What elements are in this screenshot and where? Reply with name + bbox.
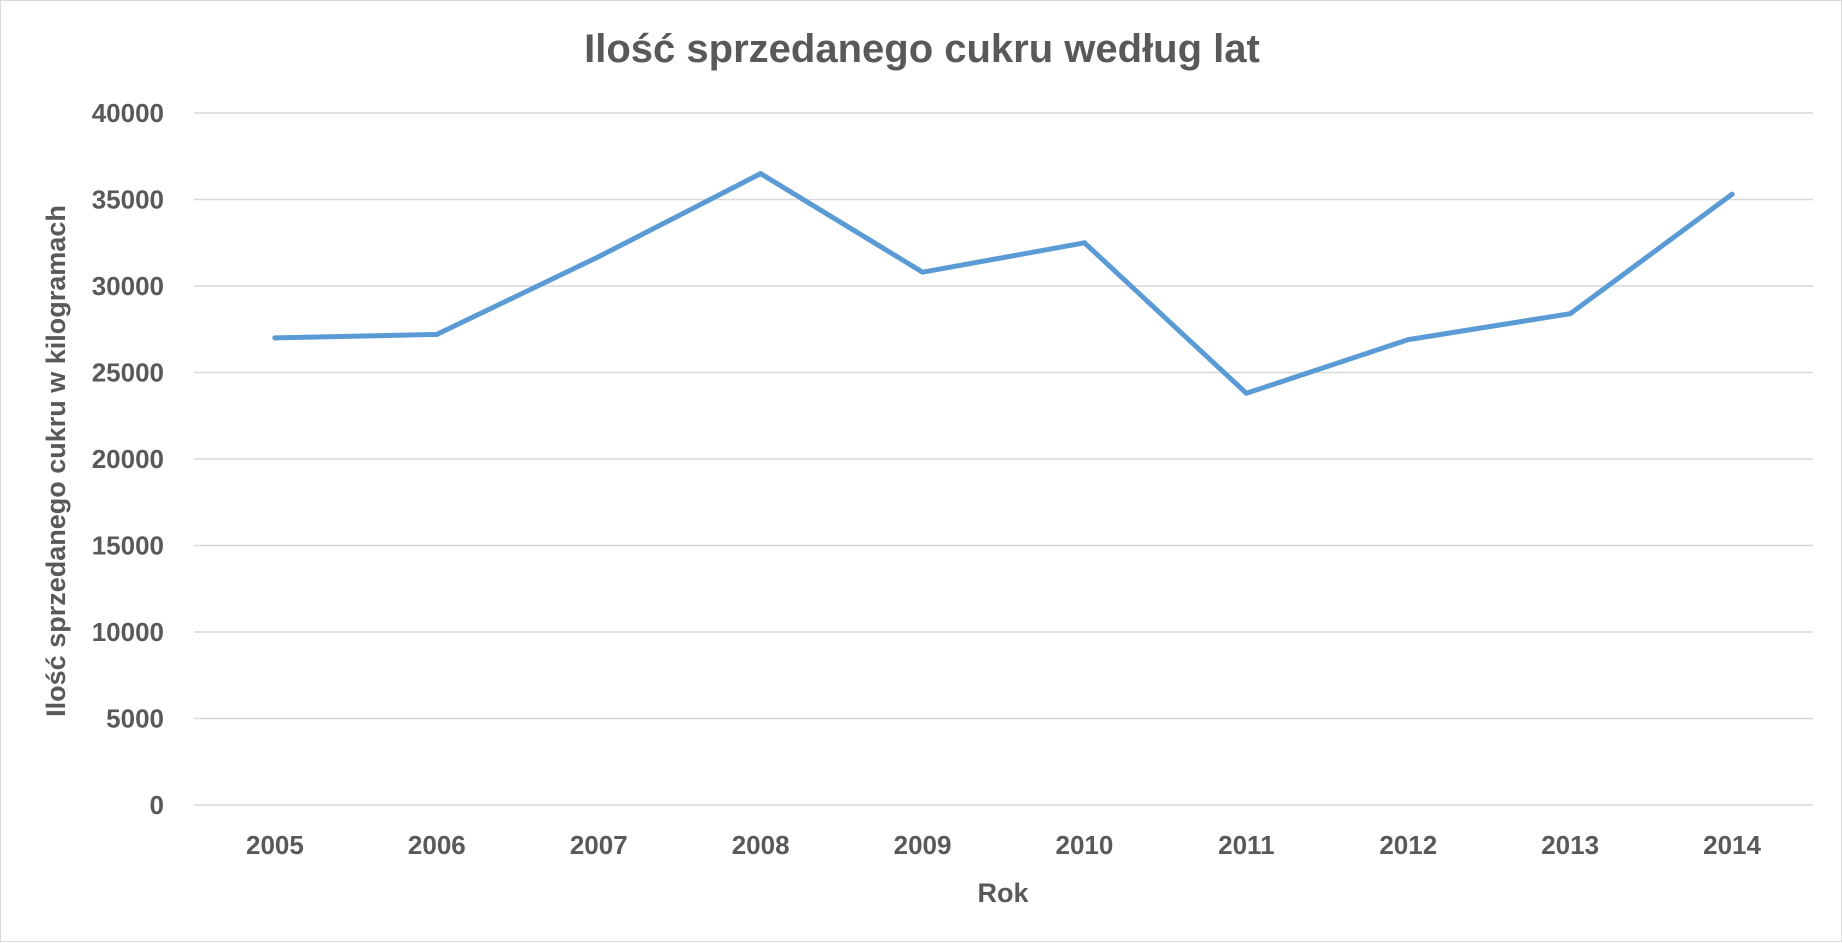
data-point (758, 171, 764, 177)
y-tick-label: 20000 (92, 444, 164, 474)
y-tick-label: 35000 (92, 185, 164, 215)
y-tick-label: 5000 (106, 704, 164, 734)
data-point (596, 254, 602, 260)
data-point (1243, 390, 1249, 396)
x-tick-label: 2010 (1056, 830, 1114, 860)
data-point (434, 331, 440, 337)
x-axis-tick-labels: 2005 2006 2007 2008 2009 2010 2011 2012 2013 2014 (246, 830, 1761, 860)
x-tick-label: 2005 (246, 830, 304, 860)
y-tick-label: 30000 (92, 271, 164, 301)
y-tick-label: 40000 (92, 98, 164, 128)
data-point (920, 269, 926, 275)
x-tick-label: 2009 (894, 830, 952, 860)
data-point (272, 335, 278, 341)
y-axis-tick-labels: 0 5000 10000 15000 20000 25000 30000 35000 40000 (92, 98, 164, 820)
x-axis-title: Rok (977, 878, 1029, 908)
data-point (1405, 337, 1411, 343)
series-layer (272, 171, 1735, 396)
y-tick-label: 15000 (92, 531, 164, 561)
y-tick-label: 10000 (92, 617, 164, 647)
data-point (1567, 311, 1573, 317)
x-tick-label: 2013 (1541, 830, 1599, 860)
x-tick-label: 2011 (1218, 830, 1274, 860)
gridlines (194, 112, 1813, 806)
x-tick-label: 2012 (1379, 830, 1437, 860)
x-tick-label: 2008 (732, 830, 790, 860)
x-tick-label: 2014 (1703, 830, 1761, 860)
data-point (1729, 191, 1735, 197)
y-axis-title: Ilość sprzedanego cukru w kilogramach (41, 205, 71, 717)
chart-title: Ilość sprzedanego cukru według lat (584, 27, 1260, 71)
x-tick-label: 2007 (570, 830, 628, 860)
data-point (1081, 240, 1087, 246)
series-line (272, 171, 1735, 396)
y-tick-label: 0 (150, 790, 164, 820)
x-tick-label: 2006 (408, 830, 466, 860)
y-tick-label: 25000 (92, 358, 164, 388)
